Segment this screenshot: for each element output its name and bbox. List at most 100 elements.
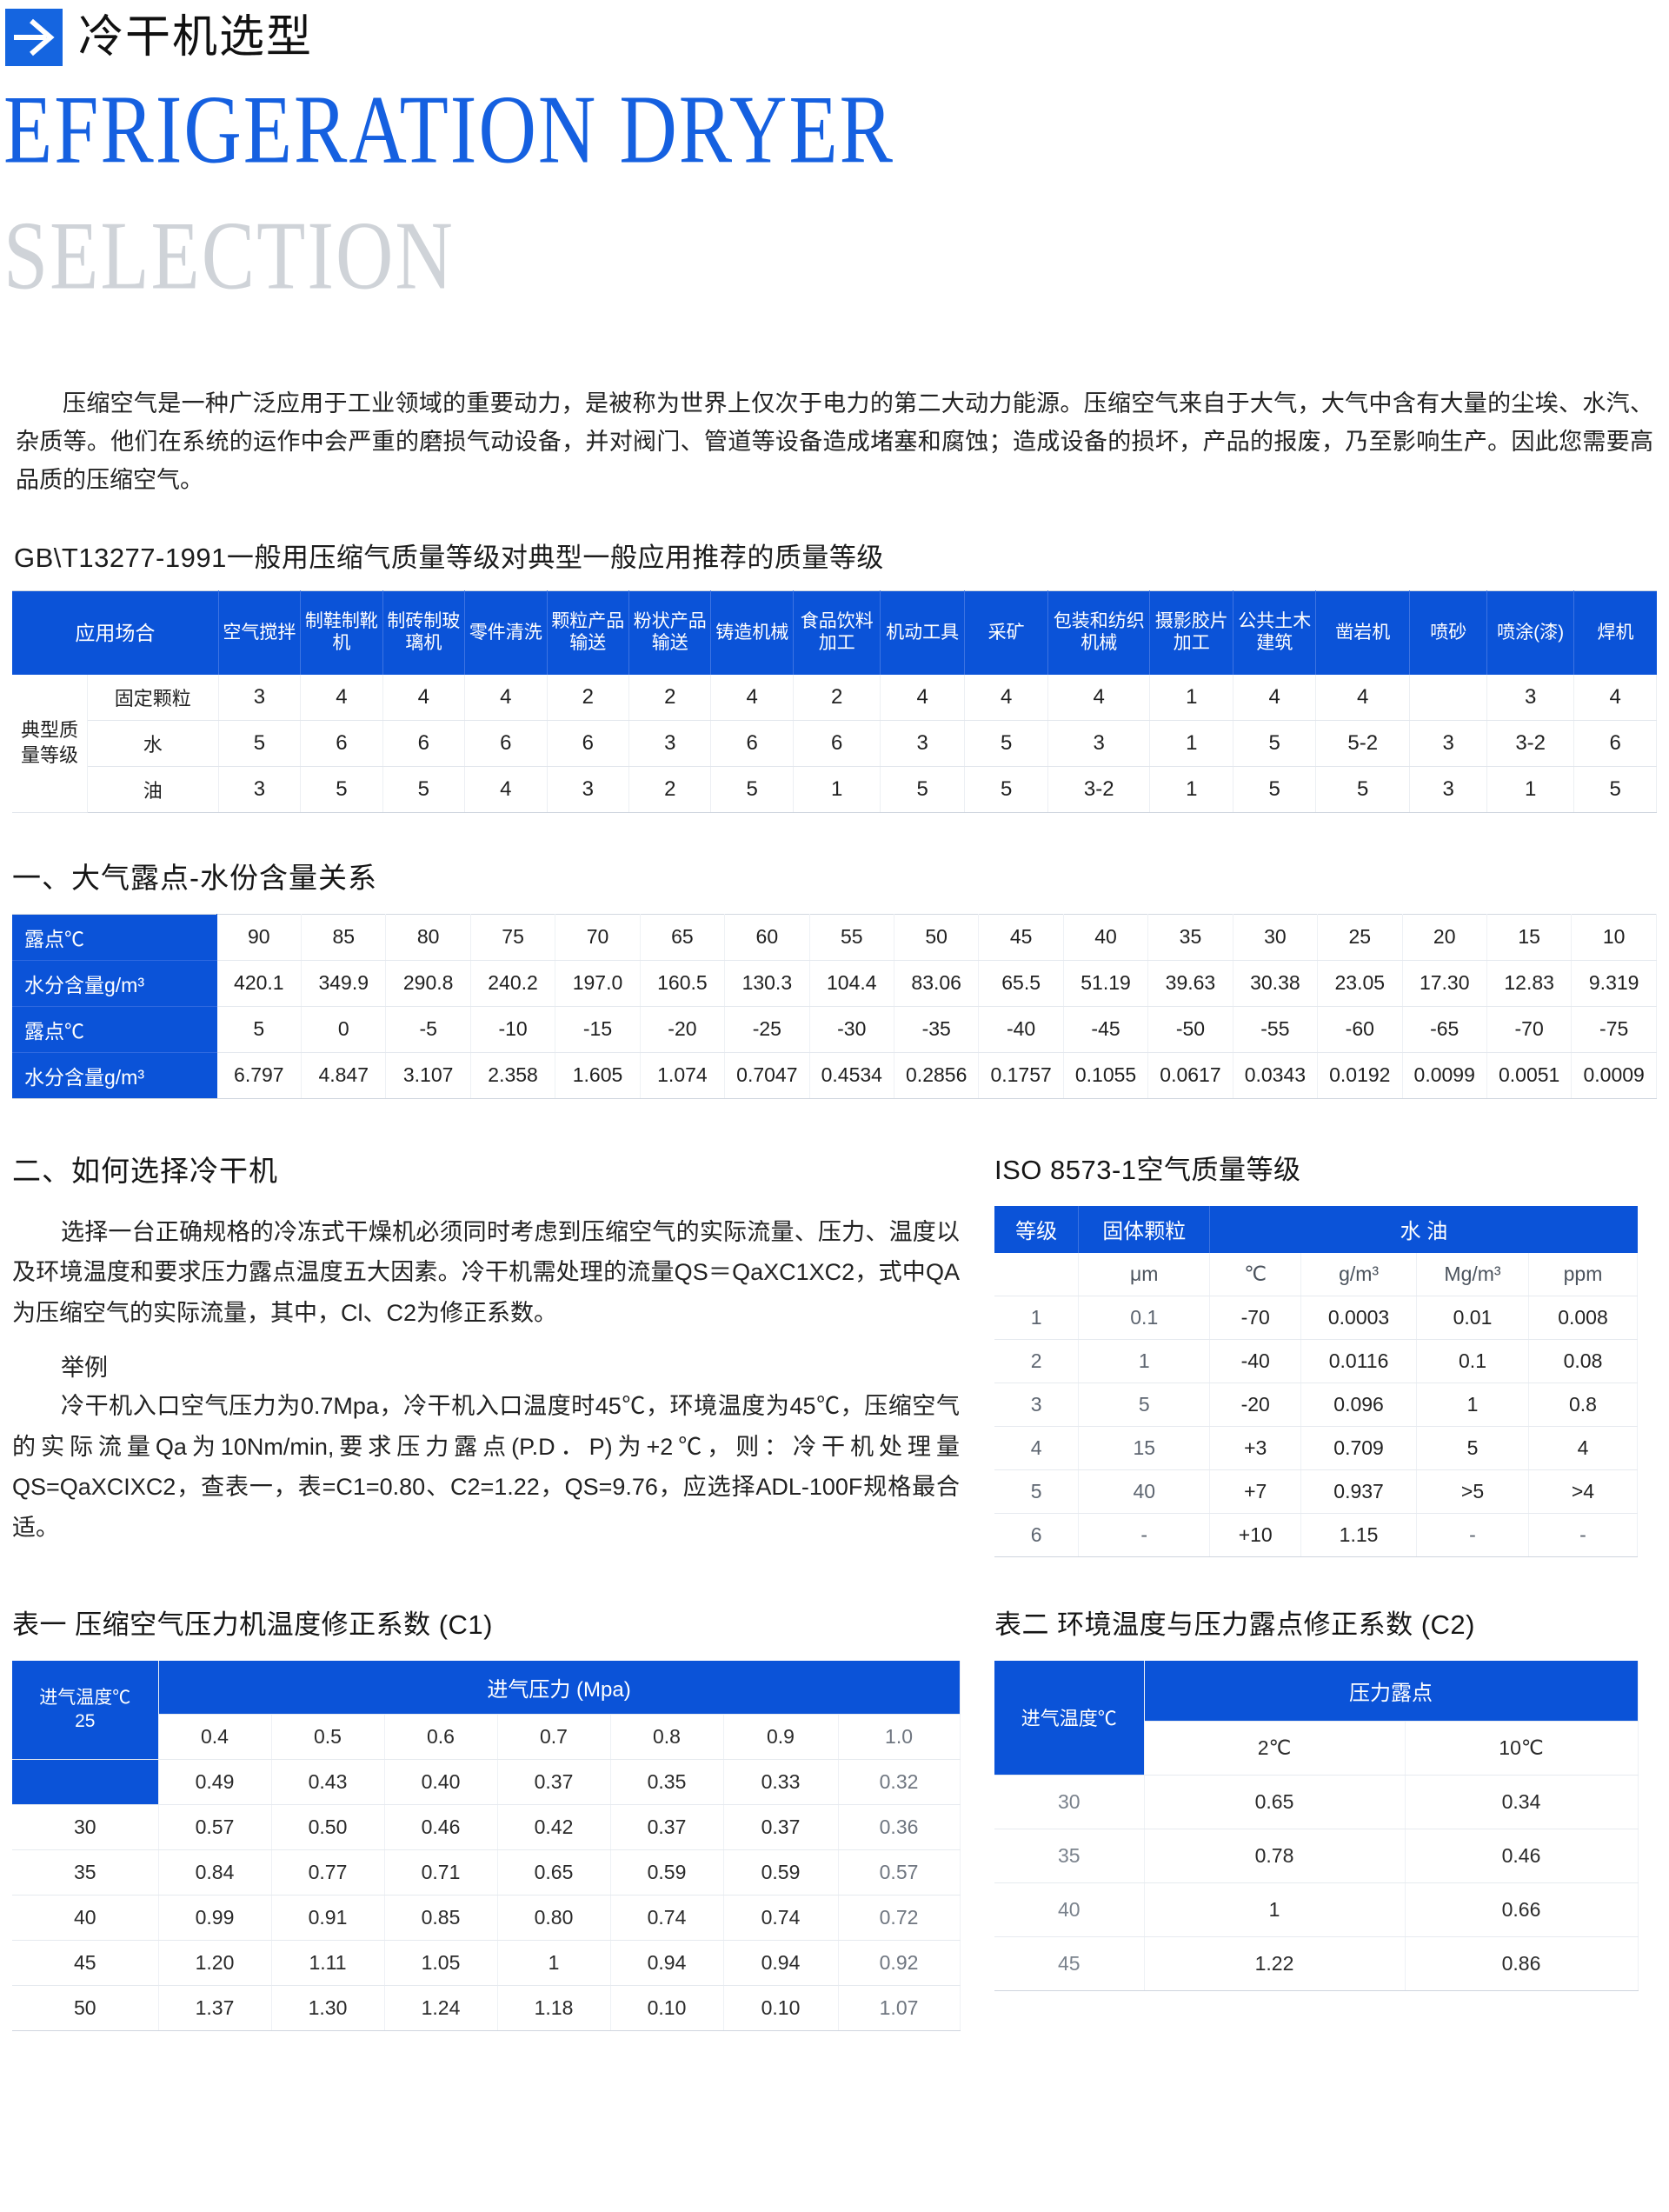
table2-column: 表二 环境温度与压力露点修正系数 (C2) 进气温度℃ 压力露点 2℃ 10℃ bbox=[994, 1602, 1639, 1991]
c1-corner-line2: 25 bbox=[75, 1710, 96, 1731]
cell: 0.99 bbox=[158, 1895, 272, 1942]
c2-correction-table: 进气温度℃ 压力露点 2℃ 10℃ 30 0.65 0.34 35 0.78 bbox=[994, 1660, 1639, 1991]
cell: 130.3 bbox=[724, 960, 810, 1007]
cell: 0.5 bbox=[271, 1714, 385, 1761]
gb-col-13: 凿岩机 bbox=[1315, 590, 1411, 675]
gb-col-10: 包装和纺织机械 bbox=[1047, 590, 1150, 675]
c2-corner-cell: 进气温度℃ bbox=[994, 1660, 1145, 1776]
cell: 75 bbox=[470, 913, 556, 961]
cell: 45 bbox=[994, 1936, 1145, 1991]
cell: 1.07 bbox=[838, 1985, 961, 2032]
table-row: 油 3 5 5 4 3 2 5 1 5 5 3-2 1 5 5 3 1 bbox=[12, 766, 1657, 813]
gb-table-wrapper: 应用场合 空气搅拌 制鞋制靴机 制砖制玻璃机 零件清洗 颗粒产品输送 粉状产品输… bbox=[12, 590, 1657, 813]
gb-col-5: 粉状产品输送 bbox=[628, 590, 712, 675]
cell: 1 bbox=[1416, 1382, 1529, 1427]
cell: 4 bbox=[464, 766, 548, 813]
cell: 0.7047 bbox=[724, 1052, 810, 1099]
cell: 50 bbox=[12, 1985, 159, 2032]
cell: 0.7 bbox=[497, 1714, 611, 1761]
c1-span-header: 进气压力 (Mpa) bbox=[158, 1660, 961, 1716]
table-row: 水 5 6 6 6 6 3 6 6 3 5 3 1 5 5-2 3 3-2 bbox=[12, 720, 1657, 767]
iso-col-grade: 等级 bbox=[994, 1205, 1080, 1253]
cell: 0.0116 bbox=[1300, 1339, 1418, 1383]
cell: 30 bbox=[12, 1804, 159, 1851]
cell: 104.4 bbox=[809, 960, 894, 1007]
cell: 0.6 bbox=[384, 1714, 498, 1761]
cell: 1 bbox=[1486, 766, 1575, 813]
cell: 0 bbox=[301, 1006, 387, 1053]
cell: 0.94 bbox=[723, 1940, 839, 1987]
table-row: 40 1 0.66 bbox=[994, 1882, 1639, 1937]
gb-row-label-0: 固定颗粒 bbox=[87, 674, 219, 721]
cell: 0.2856 bbox=[894, 1052, 980, 1099]
cell: 3.107 bbox=[385, 1052, 471, 1099]
cell: 4 bbox=[710, 674, 794, 721]
cell: -75 bbox=[1571, 1006, 1657, 1053]
cell: 0.4 bbox=[158, 1714, 272, 1761]
gb-col-16: 焊机 bbox=[1573, 590, 1657, 675]
cell: g/m³ bbox=[1300, 1252, 1418, 1296]
c2-header-row: 进气温度℃ 压力露点 bbox=[994, 1660, 1639, 1776]
cell: 35 bbox=[994, 1829, 1145, 1883]
cell: 290.8 bbox=[385, 960, 471, 1007]
cell: 5 bbox=[880, 766, 965, 813]
cell: 80 bbox=[385, 913, 471, 961]
cell: 1.074 bbox=[640, 1052, 726, 1099]
cell: 0.937 bbox=[1300, 1469, 1418, 1514]
c1-correction-table: 进气温度℃ 25 进气压力 (Mpa) 0.4 0.5 0.6 0.7 0.8 … bbox=[12, 1660, 961, 2032]
cell: 4 bbox=[1573, 674, 1657, 721]
cell: 0.86 bbox=[1405, 1936, 1639, 1991]
cell: 0.49 bbox=[158, 1759, 272, 1806]
table-row: 50 1.37 1.30 1.24 1.18 0.10 0.10 1.07 bbox=[12, 1985, 961, 2032]
page-title: 冷干机选型 bbox=[78, 12, 314, 63]
intro-paragraph: 压缩空气是一种广泛应用于工业领域的重要动力，是被称为世界上仅次于电力的第二大动力… bbox=[16, 390, 1653, 493]
cell: 30.38 bbox=[1233, 960, 1319, 1007]
gb-col-7: 食品饮料加工 bbox=[793, 590, 881, 675]
cell: 4.847 bbox=[301, 1052, 387, 1099]
cell: 4 bbox=[382, 674, 466, 721]
cell: 0.08 bbox=[1528, 1339, 1639, 1383]
cell: 3 bbox=[1409, 720, 1487, 767]
cell: 2 bbox=[793, 674, 881, 721]
cell: 1 bbox=[1149, 766, 1234, 813]
c2-span-header: 压力露点 bbox=[1144, 1660, 1639, 1722]
cell: 6 bbox=[1573, 720, 1657, 767]
cell bbox=[12, 1759, 159, 1806]
cell: 1.05 bbox=[384, 1940, 498, 1987]
cell: 4 bbox=[464, 674, 548, 721]
table-row: 6 - +10 1.15 - - bbox=[994, 1513, 1639, 1557]
table-row: 40 0.99 0.91 0.85 0.80 0.74 0.74 0.72 bbox=[12, 1895, 961, 1942]
cell: 50 bbox=[894, 913, 980, 961]
cell: 0.1757 bbox=[978, 1052, 1064, 1099]
cell: 1 bbox=[1149, 674, 1234, 721]
cell: -70 bbox=[1486, 1006, 1573, 1053]
c1-corner-cell: 进气温度℃ 25 bbox=[12, 1660, 159, 1761]
cell: -40 bbox=[978, 1006, 1064, 1053]
cell: >4 bbox=[1528, 1469, 1639, 1514]
cell: 0.33 bbox=[723, 1759, 839, 1806]
howto-paragraph-1: 选择一台正确规格的冷冻式干燥机必须同时考虑到压缩空气的实际流量、压力、温度以及环… bbox=[12, 1218, 960, 1326]
table-row: 30 0.57 0.50 0.46 0.42 0.37 0.37 0.36 bbox=[12, 1804, 961, 1851]
gb-side-label: 典型质量等级 bbox=[12, 674, 88, 813]
table-row: 露点℃ 5 0 -5 -10 -15 -20 -25 -30 -35 -40 -… bbox=[12, 1006, 1657, 1053]
cell: 0.72 bbox=[838, 1895, 961, 1942]
arrow-right-icon bbox=[5, 9, 63, 66]
cell: 1.605 bbox=[555, 1052, 641, 1099]
cell: 51.19 bbox=[1063, 960, 1149, 1007]
table-row: 2 1 -40 0.0116 0.1 0.08 bbox=[994, 1339, 1639, 1383]
cell: 0.01 bbox=[1416, 1296, 1529, 1340]
cell: 5 bbox=[300, 766, 383, 813]
cell: 0.78 bbox=[1144, 1829, 1406, 1883]
cell: 349.9 bbox=[301, 960, 387, 1007]
cell: 5 bbox=[964, 766, 1049, 813]
table2-heading: 表二 环境温度与压力露点修正系数 (C2) bbox=[994, 1609, 1475, 1640]
table-row: 露点℃ 90 85 80 75 70 65 60 55 50 45 40 35 … bbox=[12, 913, 1657, 961]
gb-col-12: 公共土木建筑 bbox=[1233, 590, 1316, 675]
cell: 0.74 bbox=[723, 1895, 839, 1942]
cell: 0.8 bbox=[1528, 1382, 1639, 1427]
gb-col-0: 空气搅拌 bbox=[218, 590, 302, 675]
cell: 0.43 bbox=[271, 1759, 385, 1806]
cell: ℃ bbox=[1209, 1252, 1302, 1296]
cell: 5 bbox=[710, 766, 794, 813]
